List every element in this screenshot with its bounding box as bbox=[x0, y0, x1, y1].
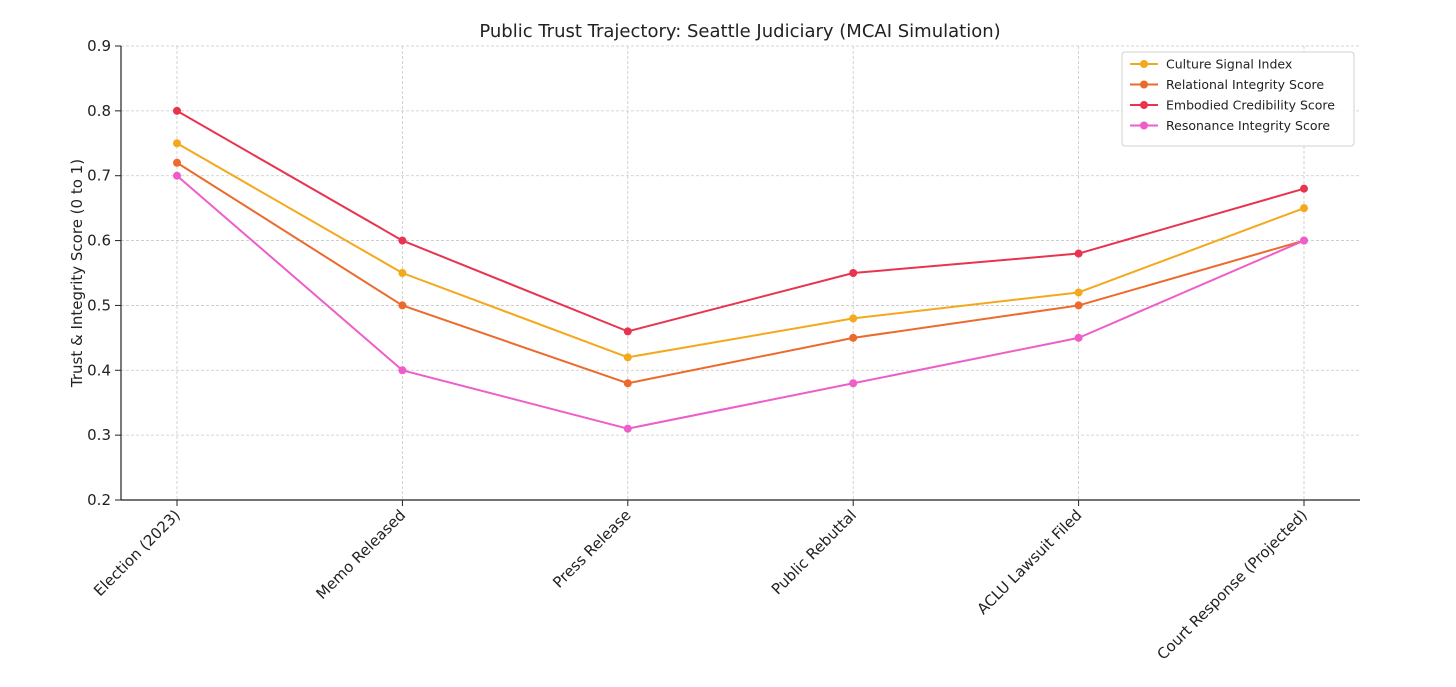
legend-entry[interactable]: Relational Integrity Score bbox=[1130, 77, 1324, 92]
data-point[interactable] bbox=[398, 236, 407, 245]
legend-box bbox=[1121, 51, 1355, 147]
y-tick-label: 0.2 bbox=[87, 491, 111, 509]
series-embodied-credibility-score bbox=[173, 106, 1308, 336]
y-tick-label: 0.3 bbox=[87, 426, 111, 444]
y-tick-label: 0.9 bbox=[87, 37, 111, 55]
data-point[interactable] bbox=[398, 269, 407, 277]
y-tick-label: 0.5 bbox=[87, 296, 111, 314]
x-tick-label: ACLU Lawsuit Filed bbox=[973, 506, 1085, 618]
data-point[interactable] bbox=[849, 379, 858, 388]
series-relational-integrity-score bbox=[173, 158, 1308, 388]
x-tick-label: Court Response (Projected) bbox=[1153, 506, 1310, 663]
data-point[interactable] bbox=[173, 171, 181, 180]
y-tick-label: 0.6 bbox=[87, 232, 111, 250]
series-resonance-integrity-score bbox=[173, 171, 1308, 433]
x-axis-ticks: Election (2023) Memo Released Press Releas… bbox=[90, 500, 1311, 663]
y-tick-label: 0.7 bbox=[87, 167, 111, 185]
data-point[interactable] bbox=[849, 269, 858, 277]
legend-entry[interactable]: Embodied Credibility Score bbox=[1130, 98, 1335, 113]
legend-entry[interactable]: Culture Signal Index bbox=[1130, 57, 1292, 72]
legend-label: Embodied Credibility Score bbox=[1166, 98, 1335, 113]
y-axis-ticks: 0.2 0.3 0.4 0.5 0.6 0.7 0.8 0.9 bbox=[87, 37, 121, 509]
data-point[interactable] bbox=[1300, 236, 1308, 245]
data-point[interactable] bbox=[1074, 249, 1083, 258]
y-axis-label: Trust & Integrity Score (0 to 1) bbox=[68, 159, 86, 388]
legend-swatch-marker bbox=[1140, 80, 1148, 89]
legend-label: Culture Signal Index bbox=[1166, 57, 1292, 72]
data-point[interactable] bbox=[173, 139, 181, 148]
data-point[interactable] bbox=[173, 106, 181, 115]
data-point[interactable] bbox=[398, 301, 407, 310]
y-tick-label: 0.8 bbox=[87, 102, 111, 120]
series-line bbox=[176, 161, 1305, 385]
data-point[interactable] bbox=[623, 424, 632, 433]
legend-label: Relational Integrity Score bbox=[1166, 77, 1324, 92]
legend[interactable]: Culture Signal Index Relational Integrity… bbox=[1121, 51, 1355, 147]
data-point[interactable] bbox=[1300, 184, 1308, 193]
data-point[interactable] bbox=[623, 353, 632, 362]
legend-entry[interactable]: Resonance Integrity Score bbox=[1130, 118, 1330, 133]
grid bbox=[121, 45, 1360, 500]
data-point[interactable] bbox=[623, 327, 632, 336]
data-point[interactable] bbox=[173, 158, 181, 167]
chart-title: Public Trust Trajectory: Seattle Judicia… bbox=[479, 21, 1000, 42]
data-point[interactable] bbox=[623, 379, 632, 388]
x-tick-label: Memo Released bbox=[312, 506, 409, 603]
data-point[interactable] bbox=[1074, 301, 1083, 310]
y-tick-label: 0.4 bbox=[87, 361, 111, 379]
data-point[interactable] bbox=[1074, 333, 1083, 342]
data-point[interactable] bbox=[398, 366, 407, 375]
x-tick-label: Public Rebuttal bbox=[768, 506, 860, 598]
axes bbox=[120, 46, 1360, 501]
x-tick-label: Press Release bbox=[549, 506, 634, 591]
data-point[interactable] bbox=[849, 333, 858, 342]
x-tick-label: Election (2023) bbox=[90, 506, 184, 600]
data-point[interactable] bbox=[849, 314, 858, 323]
legend-swatch-marker bbox=[1140, 60, 1148, 68]
data-point[interactable] bbox=[1300, 204, 1308, 213]
series-line bbox=[176, 142, 1305, 359]
legend-swatch-marker bbox=[1140, 101, 1148, 109]
data-point[interactable] bbox=[1074, 288, 1083, 297]
series-culture-signal-index bbox=[173, 139, 1308, 362]
series-lines bbox=[173, 106, 1308, 433]
legend-label: Resonance Integrity Score bbox=[1166, 118, 1330, 133]
legend-swatch-marker bbox=[1140, 121, 1148, 130]
series-line bbox=[176, 174, 1305, 430]
series-line bbox=[176, 109, 1305, 333]
